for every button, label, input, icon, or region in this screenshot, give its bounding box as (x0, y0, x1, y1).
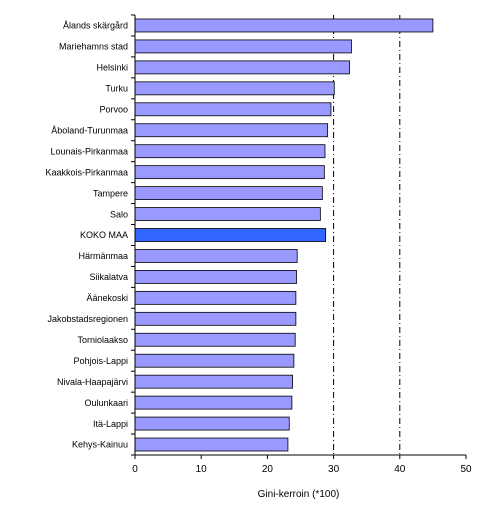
category-label: Lounais-Pirkanmaa (50, 146, 128, 156)
axes-group (131, 14, 466, 456)
bar (134, 290, 297, 305)
bar (134, 165, 325, 180)
bar (134, 416, 290, 431)
category-label: Siikalatva (89, 272, 128, 282)
category-label: Porvoo (99, 104, 128, 114)
bar (134, 144, 326, 159)
x-tick-label: 40 (394, 464, 406, 475)
bar (134, 60, 350, 75)
x-axis-title: Gini-kerroin (*100) (258, 489, 340, 500)
bar (134, 249, 298, 263)
category-label: Kaakkois-Pirkanmaa (45, 167, 128, 177)
bar (134, 102, 332, 117)
category-label: Turku (105, 84, 128, 94)
category-label: Helsinki (96, 63, 128, 73)
bar (134, 395, 293, 410)
bar (134, 207, 321, 221)
category-label: Jakobstadsregionen (47, 314, 128, 324)
category-label: Äänekoski (86, 293, 128, 303)
bars-group (134, 18, 434, 452)
category-labels: Ålands skärgård Mariehamns stad Helsinki Tu… (45, 21, 128, 450)
bar (134, 353, 295, 368)
category-label: Mariehamns stad (59, 42, 128, 52)
bar (134, 269, 297, 284)
x-ticks-group: 0 10 20 30 40 50 (132, 455, 472, 475)
category-label: Åboland-Turunmaa (51, 125, 128, 135)
bar (134, 123, 329, 138)
bar (134, 311, 297, 326)
reference-lines (333, 15, 401, 455)
bar (134, 81, 335, 96)
category-label: Itä-Lappi (93, 419, 128, 429)
x-tick-label: 0 (132, 464, 138, 475)
x-tick-label: 10 (196, 464, 208, 475)
category-label: Oulunkaari (84, 398, 128, 408)
bar (134, 228, 327, 242)
category-label: KOKO MAA (80, 230, 128, 240)
category-label: Pohjois-Lappi (73, 356, 128, 366)
category-label: Härmänmaa (78, 251, 128, 261)
category-label: Torniolaakso (77, 335, 128, 345)
bar (134, 374, 293, 389)
category-label: Nivala-Haapajärvi (57, 377, 128, 387)
bar (134, 332, 296, 347)
x-tick-label: 30 (328, 464, 340, 475)
bar (134, 39, 352, 54)
bar (134, 186, 323, 201)
bar (134, 437, 289, 452)
x-tick-label: 50 (460, 464, 472, 475)
category-label: Tampere (93, 188, 128, 198)
category-label: Salo (110, 209, 128, 219)
x-tick-label: 20 (262, 464, 274, 475)
category-label: Kehys-Kainuu (72, 440, 128, 450)
category-label: Ålands skärgård (63, 21, 128, 31)
bar (134, 18, 434, 33)
